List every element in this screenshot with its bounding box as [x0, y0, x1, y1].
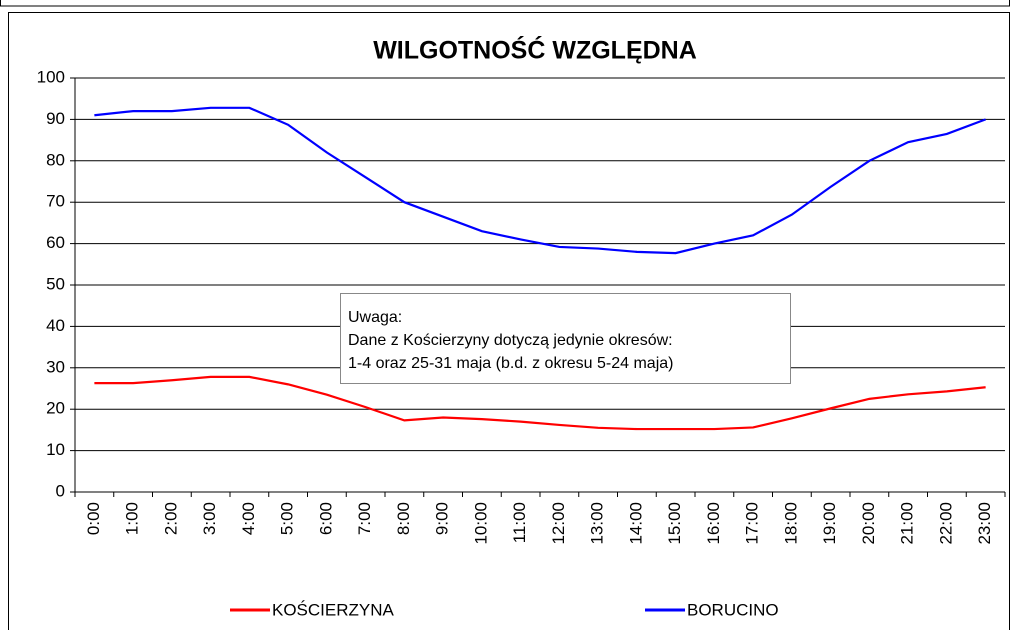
x-tick-label: 23:00 [975, 502, 994, 545]
x-tick-label: 13:00 [588, 502, 607, 545]
y-tick-label: 100 [37, 67, 65, 86]
y-tick-label: 80 [46, 150, 65, 169]
y-tick-label: 0 [56, 481, 65, 500]
annotation-text: 1-4 oraz 25-31 maja (b.d. z okresu 5-24 … [348, 355, 673, 372]
chart-title: WILGOTNOŚĆ WZGLĘDNA [373, 35, 697, 65]
x-tick-label: 21:00 [898, 502, 917, 545]
x-tick-label: 2:00 [161, 502, 180, 535]
x-tick-label: 5:00 [278, 502, 297, 535]
annotation-text: Dane z Kościerzyny dotyczą jedynie okres… [348, 332, 673, 349]
y-tick-label: 40 [46, 316, 65, 335]
x-tick-label: 16:00 [704, 502, 723, 545]
annotation-box [340, 293, 791, 384]
x-tick-label: 1:00 [123, 502, 142, 535]
x-tick-label: 10:00 [471, 502, 490, 545]
x-tick-label: 9:00 [433, 502, 452, 535]
x-tick-label: 20:00 [859, 502, 878, 545]
y-tick-label: 10 [46, 440, 65, 459]
legend-label: KOŚCIERZYNA [272, 600, 395, 619]
y-tick-label: 60 [46, 233, 65, 252]
x-tick-label: 22:00 [936, 502, 955, 545]
x-tick-label: 7:00 [355, 502, 374, 535]
x-tick-label: 17:00 [743, 502, 762, 545]
x-tick-label: 8:00 [394, 502, 413, 535]
series-line [94, 375, 986, 431]
x-tick-label: 11:00 [510, 502, 529, 543]
series-line [94, 106, 987, 255]
y-tick-label: 30 [46, 357, 65, 376]
x-tick-label: 19:00 [820, 502, 839, 545]
x-tick-label: 0:00 [84, 502, 103, 535]
x-tick-label: 18:00 [781, 502, 800, 545]
annotation-text: Uwaga: [348, 309, 402, 326]
x-tick-label: 14:00 [626, 502, 645, 545]
legend-label: BORUCINO [687, 600, 779, 619]
y-tick-label: 70 [46, 192, 65, 211]
x-tick-label: 4:00 [239, 502, 258, 535]
y-tick-label: 50 [46, 274, 65, 293]
y-tick-label: 20 [46, 399, 65, 418]
x-tick-label: 15:00 [665, 502, 684, 545]
top-frame [0, 0, 1010, 7]
x-tick-label: 3:00 [200, 502, 219, 535]
y-tick-label: 90 [46, 109, 65, 128]
x-tick-label: 12:00 [549, 502, 568, 545]
x-tick-label: 6:00 [316, 502, 335, 535]
